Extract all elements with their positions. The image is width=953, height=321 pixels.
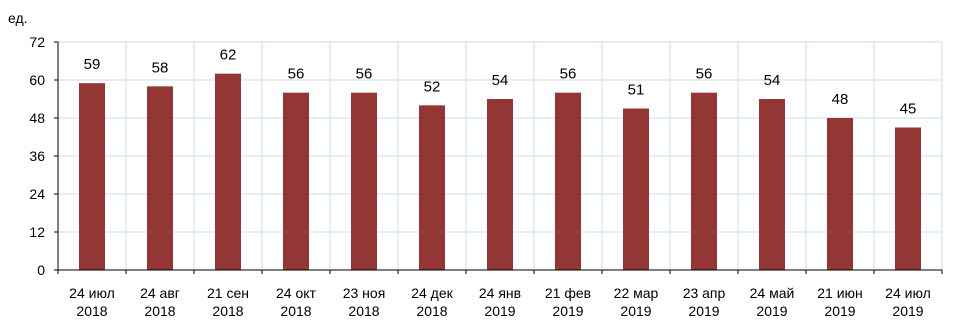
bar-value-label: 62 [220,47,237,64]
bar [215,73,241,271]
bar [827,118,853,270]
x-tick-label-year: 2019 [688,303,719,319]
y-tick-label: 0 [37,262,45,278]
x-tick-label-year: 2018 [416,303,447,319]
y-tick-labels: 0 12 24 36 48 60 72 [29,34,45,278]
bar-value-label: 45 [900,101,917,118]
bar [283,92,309,271]
x-tick-label: 24 июл [885,285,931,301]
x-tick-label-year: 2018 [76,303,107,319]
x-tick-label-year: 2018 [280,303,311,319]
x-tick-label: 21 фев [545,285,591,301]
bar-value-label: 56 [560,66,577,83]
bar [351,92,377,271]
x-tick-label: 24 июл [69,285,115,301]
x-tick-label: 21 июн [817,285,863,301]
bar-value-label: 58 [152,59,169,76]
x-tick-label-year: 2018 [144,303,175,319]
x-tick-label: 24 окт [276,285,317,301]
x-tick-label-year: 2019 [756,303,787,319]
x-tick-label: 21 сен [207,285,249,301]
x-tick-label-year: 2019 [552,303,583,319]
x-tick-label: 23 апр [683,285,726,301]
x-tick-label-year: 2018 [348,303,379,319]
bar-value-label: 51 [628,82,645,99]
bar-value-label: 48 [832,91,849,108]
x-tick-label: 24 янв [479,285,521,301]
y-tick-label: 48 [29,110,45,126]
value-labels: 59 58 62 56 56 52 54 56 51 56 54 48 45 [84,47,917,118]
x-tick-label: 24 дек [411,285,453,301]
y-tick-label: 24 [29,186,45,202]
bar-value-label: 52 [424,78,441,95]
bar [691,92,717,271]
bar-value-label: 54 [492,72,509,89]
x-tick-label: 23 ноя [343,285,386,301]
x-tick-label-year: 2018 [212,303,243,319]
y-tick-label: 60 [29,72,45,88]
x-tick-label-year: 2019 [620,303,651,319]
bar [79,83,105,271]
bar [555,92,581,271]
bar-value-label: 56 [356,66,373,83]
bars [79,73,921,271]
bar [487,99,513,270]
bar-value-label: 54 [764,72,781,89]
x-tick-label: 24 авг [140,285,180,301]
x-tick-label-year: 2019 [484,303,515,319]
bar [895,127,921,270]
bar [759,99,785,270]
y-axis-unit-label: ед. [8,10,28,26]
x-tick-labels: 24 июл 2018 24 авг 2018 21 сен 2018 24 окт 2018… [69,285,931,319]
x-tick-label: 24 май [750,285,795,301]
x-tick-label: 22 мар [614,285,659,301]
bar [419,105,445,270]
bar-value-label: 56 [696,66,713,83]
bar [147,86,173,270]
y-tick-label: 12 [29,224,45,240]
y-tick-label: 72 [29,34,45,50]
bar-value-label: 56 [288,66,305,83]
x-tick-label-year: 2019 [824,303,855,319]
x-tick-label-year: 2019 [892,303,923,319]
bar [623,108,649,270]
gridlines [58,41,943,270]
axes [54,41,943,274]
bar-value-label: 59 [84,56,101,73]
y-tick-label: 36 [29,148,45,164]
